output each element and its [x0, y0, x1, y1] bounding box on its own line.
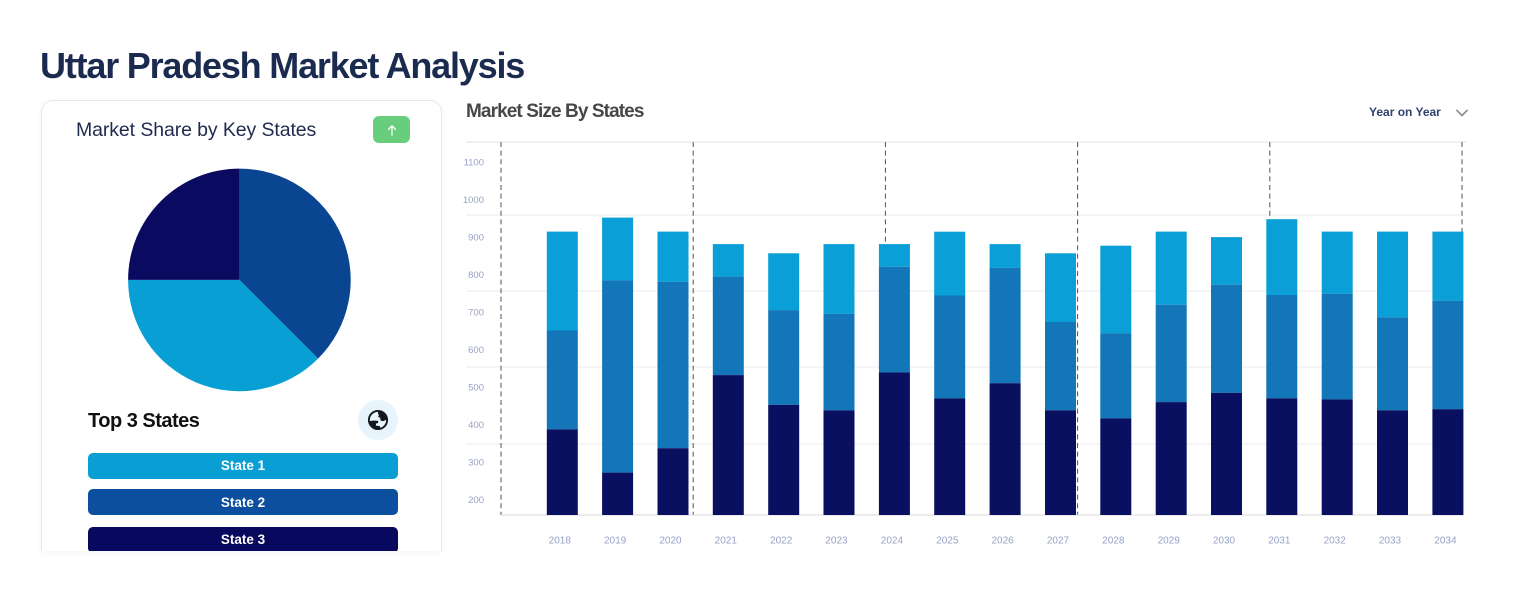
svg-text:2027: 2027: [1047, 536, 1070, 547]
svg-text:2020: 2020: [659, 536, 682, 547]
svg-text:2034: 2034: [1434, 536, 1457, 547]
svg-text:700: 700: [468, 307, 484, 318]
svg-text:400: 400: [468, 420, 484, 431]
svg-text:300: 300: [468, 458, 484, 469]
svg-text:2019: 2019: [604, 536, 627, 547]
svg-text:1000: 1000: [463, 195, 484, 206]
svg-text:2033: 2033: [1379, 536, 1402, 547]
svg-text:2024: 2024: [881, 536, 904, 547]
svg-text:900: 900: [468, 232, 484, 243]
svg-text:2022: 2022: [770, 536, 793, 547]
svg-text:2031: 2031: [1268, 536, 1291, 547]
svg-text:2025: 2025: [936, 536, 959, 547]
svg-text:800: 800: [468, 270, 484, 281]
svg-text:2029: 2029: [1158, 536, 1181, 547]
svg-text:2030: 2030: [1213, 536, 1236, 547]
svg-text:2032: 2032: [1324, 536, 1347, 547]
svg-text:2021: 2021: [715, 536, 738, 547]
svg-text:2018: 2018: [549, 536, 572, 547]
svg-text:2028: 2028: [1102, 536, 1125, 547]
svg-text:600: 600: [468, 345, 484, 356]
svg-text:200: 200: [468, 495, 484, 506]
svg-text:500: 500: [468, 383, 484, 394]
svg-text:1100: 1100: [464, 157, 484, 168]
svg-text:2023: 2023: [825, 536, 848, 547]
svg-text:2026: 2026: [991, 536, 1014, 547]
